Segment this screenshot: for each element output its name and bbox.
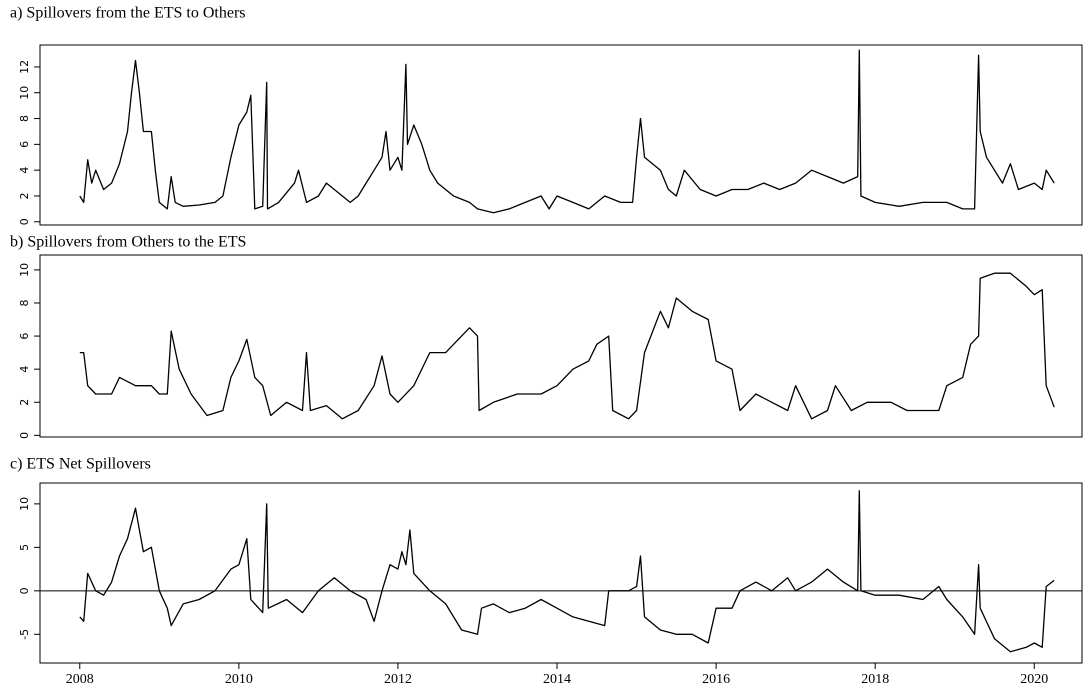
x-tick-label: 2008 — [66, 672, 94, 687]
panel-title: a) Spillovers from the ETS to Others — [10, 5, 246, 22]
x-tick-label: 2010 — [225, 672, 253, 687]
panel-title: b) Spillovers from Others to the ETS — [10, 234, 246, 251]
data-line — [79, 272, 1055, 420]
y-tick-label: 2 — [18, 192, 31, 199]
y-tick-label: 4 — [18, 167, 31, 174]
y-tick-label: 12 — [18, 60, 31, 74]
y-tick-label: 5 — [18, 544, 31, 551]
x-tick-label: 2016 — [702, 672, 730, 687]
y-tick-label: 10 — [18, 86, 31, 100]
x-tick-label: 2018 — [861, 672, 889, 687]
plot-frame — [39, 44, 1083, 226]
y-tick-label: -5 — [18, 629, 31, 640]
y-tick-label: 10 — [18, 263, 31, 277]
x-tick-label: 2014 — [543, 672, 571, 687]
y-tick-label: 0 — [18, 218, 31, 225]
y-tick-label: 6 — [18, 333, 31, 340]
data-line — [79, 49, 1055, 214]
y-tick-label: 10 — [18, 497, 31, 511]
plot-frame — [39, 482, 1083, 664]
plot-frame — [39, 254, 1083, 438]
x-tick-label: 2012 — [384, 672, 412, 687]
x-tick-label: 2020 — [1020, 672, 1048, 687]
y-tick-label: 0 — [18, 432, 31, 439]
panel-title: c) ETS Net Spillovers — [10, 456, 151, 473]
y-tick-label: 4 — [18, 366, 31, 373]
y-tick-label: 8 — [18, 115, 31, 122]
y-tick-label: 0 — [18, 587, 31, 594]
data-line — [79, 490, 1055, 653]
y-tick-label: 6 — [18, 141, 31, 148]
y-tick-label: 2 — [18, 399, 31, 406]
y-tick-label: 8 — [18, 299, 31, 306]
